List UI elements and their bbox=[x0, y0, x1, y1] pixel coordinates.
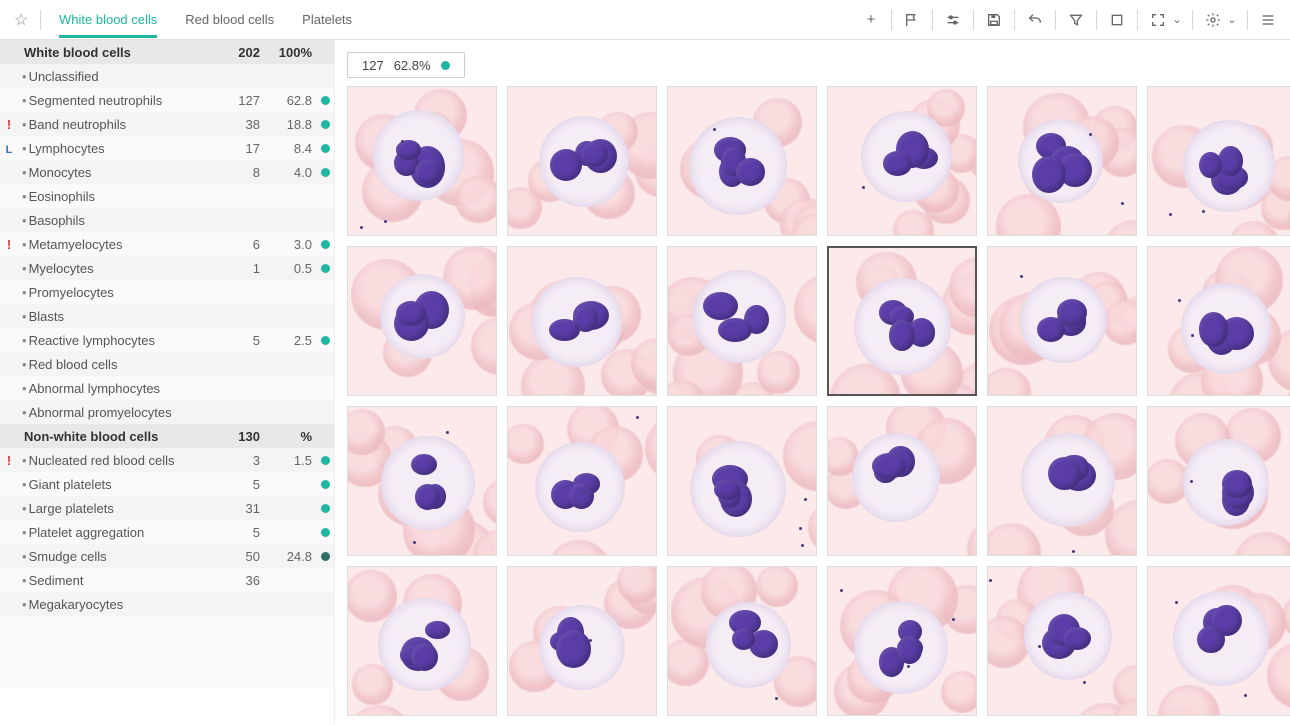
cell-thumbnail[interactable] bbox=[1147, 406, 1290, 556]
table-row[interactable]: •Platelet aggregation5 bbox=[0, 520, 334, 544]
cell-thumbnail[interactable] bbox=[507, 246, 657, 396]
settings-dropdown-icon[interactable]: ⌄ bbox=[1225, 13, 1239, 26]
fit-icon[interactable] bbox=[1146, 12, 1170, 28]
table-row[interactable]: •Smudge cells5024.8 bbox=[0, 544, 334, 568]
add-icon[interactable]: + bbox=[859, 11, 883, 28]
cell-thumbnail[interactable] bbox=[667, 246, 817, 396]
table-row[interactable]: •Myelocytes10.5 bbox=[0, 256, 334, 280]
section-header: White blood cells202100% bbox=[0, 40, 334, 64]
menu-icon[interactable] bbox=[1256, 12, 1280, 28]
adjust-icon[interactable] bbox=[941, 12, 965, 28]
cell-thumbnail[interactable] bbox=[347, 566, 497, 716]
tab-white-blood-cells[interactable]: White blood cells bbox=[59, 2, 157, 38]
cell-thumbnail[interactable] bbox=[347, 86, 497, 236]
table-row[interactable]: •Abnormal lymphocytes bbox=[0, 376, 334, 400]
summary-percent: 62.8% bbox=[394, 58, 431, 73]
table-row[interactable]: •Red blood cells bbox=[0, 352, 334, 376]
main-panel: 127 62.8% bbox=[335, 40, 1290, 725]
star-icon[interactable]: ☆ bbox=[10, 10, 32, 30]
table-row[interactable]: L•Lymphocytes178.4 bbox=[0, 136, 334, 160]
cell-thumbnail[interactable] bbox=[827, 86, 977, 236]
cell-thumbnail[interactable] bbox=[987, 406, 1137, 556]
summary-count: 127 bbox=[362, 58, 384, 73]
cell-thumbnail[interactable] bbox=[667, 406, 817, 556]
section-header: Non-white blood cells130% bbox=[0, 424, 334, 448]
top-toolbar: ☆ White blood cells Red blood cells Plat… bbox=[0, 0, 1290, 40]
table-row[interactable]: •Segmented neutrophils12762.8 bbox=[0, 88, 334, 112]
table-row[interactable]: !•Band neutrophils3818.8 bbox=[0, 112, 334, 136]
settings-icon[interactable] bbox=[1201, 12, 1225, 28]
cell-thumbnail[interactable] bbox=[347, 406, 497, 556]
table-row[interactable]: •Reactive lymphocytes52.5 bbox=[0, 328, 334, 352]
cell-thumbnail[interactable] bbox=[827, 406, 977, 556]
cell-thumbnail[interactable] bbox=[987, 566, 1137, 716]
cell-thumbnail[interactable] bbox=[827, 246, 977, 396]
cell-gallery bbox=[347, 86, 1282, 716]
table-row[interactable]: !•Nucleated red blood cells31.5 bbox=[0, 448, 334, 472]
table-row[interactable]: •Sediment36 bbox=[0, 568, 334, 592]
summary-dot-icon bbox=[441, 61, 450, 70]
cell-thumbnail[interactable] bbox=[1147, 566, 1290, 716]
cell-thumbnail[interactable] bbox=[667, 566, 817, 716]
table-row[interactable]: •Large platelets31 bbox=[0, 496, 334, 520]
table-row[interactable]: •Basophils bbox=[0, 208, 334, 232]
cell-thumbnail[interactable] bbox=[987, 246, 1137, 396]
toolbar-divider bbox=[40, 10, 41, 30]
toolbar-right: + bbox=[859, 10, 1280, 30]
table-row[interactable]: •Unclassified bbox=[0, 64, 334, 88]
tab-red-blood-cells[interactable]: Red blood cells bbox=[185, 2, 274, 38]
cell-thumbnail[interactable] bbox=[347, 246, 497, 396]
flag-icon[interactable] bbox=[900, 12, 924, 28]
sidebar: White blood cells202100%•Unclassified•Se… bbox=[0, 40, 335, 725]
cell-thumbnail[interactable] bbox=[507, 86, 657, 236]
summary-badge[interactable]: 127 62.8% bbox=[347, 52, 465, 78]
tab-platelets[interactable]: Platelets bbox=[302, 2, 352, 38]
table-row[interactable]: •Giant platelets5 bbox=[0, 472, 334, 496]
undo-icon[interactable] bbox=[1023, 12, 1047, 28]
cell-thumbnail[interactable] bbox=[827, 566, 977, 716]
table-row[interactable]: •Abnormal promyelocytes bbox=[0, 400, 334, 424]
cell-thumbnail[interactable] bbox=[987, 86, 1137, 236]
fit-dropdown-icon[interactable]: ⌄ bbox=[1170, 13, 1184, 26]
table-row[interactable]: !•Metamyelocytes63.0 bbox=[0, 232, 334, 256]
cell-thumbnail[interactable] bbox=[1147, 246, 1290, 396]
table-row[interactable]: •Promyelocytes bbox=[0, 280, 334, 304]
cell-thumbnail[interactable] bbox=[507, 566, 657, 716]
table-row[interactable]: •Eosinophils bbox=[0, 184, 334, 208]
cell-thumbnail[interactable] bbox=[667, 86, 817, 236]
cell-thumbnail[interactable] bbox=[1147, 86, 1290, 236]
filter-icon[interactable] bbox=[1064, 12, 1088, 28]
tabs: White blood cells Red blood cells Platel… bbox=[59, 2, 352, 38]
table-row[interactable]: •Blasts bbox=[0, 304, 334, 328]
fullscreen-icon[interactable] bbox=[1105, 12, 1129, 28]
cell-thumbnail[interactable] bbox=[507, 406, 657, 556]
table-row[interactable]: •Megakaryocytes bbox=[0, 592, 334, 616]
save-icon[interactable] bbox=[982, 12, 1006, 28]
table-row[interactable]: •Monocytes84.0 bbox=[0, 160, 334, 184]
